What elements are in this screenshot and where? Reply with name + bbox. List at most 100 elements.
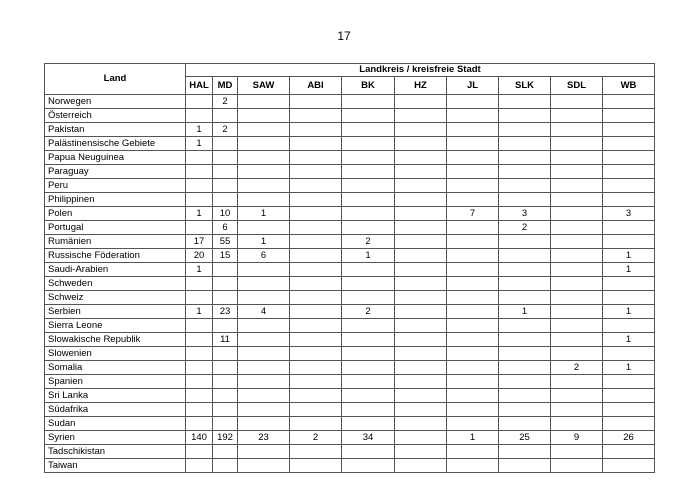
country-cell: Russische Föderation <box>44 248 186 263</box>
value-cell <box>212 290 238 305</box>
value-cell <box>498 458 551 473</box>
value-cell <box>550 178 603 193</box>
country-cell: Sudan <box>44 416 186 431</box>
value-cell <box>602 94 655 109</box>
value-cell <box>550 234 603 249</box>
value-cell <box>341 136 395 151</box>
column-header-md: MD <box>212 76 238 95</box>
table-row: Slowakische Republik 11 1 <box>44 332 655 347</box>
value-cell <box>289 178 342 193</box>
value-cell: 26 <box>602 430 655 445</box>
value-cell <box>237 262 290 277</box>
value-cell <box>602 402 655 417</box>
table-row: Norwegen 2 <box>44 94 655 109</box>
column-header-hal: HAL <box>185 76 213 95</box>
value-cell <box>237 150 290 165</box>
column-header-jl: JL <box>446 76 499 95</box>
value-cell <box>289 346 342 361</box>
value-cell <box>498 234 551 249</box>
table-row: Serbien 1 23 4 2 1 1 <box>44 304 655 319</box>
value-cell <box>394 122 447 137</box>
value-cell <box>212 192 238 207</box>
value-cell <box>550 164 603 179</box>
value-cell <box>341 150 395 165</box>
country-cell: Syrien <box>44 430 186 445</box>
value-cell: 1 <box>237 234 290 249</box>
value-cell <box>341 374 395 389</box>
value-cell <box>446 262 499 277</box>
value-cell <box>446 360 499 375</box>
value-cell <box>394 458 447 473</box>
value-cell <box>446 150 499 165</box>
value-cell <box>289 458 342 473</box>
column-header-wb: WB <box>602 76 655 95</box>
value-cell <box>237 360 290 375</box>
country-cell: Spanien <box>44 374 186 389</box>
group-header: Landkreis / kreisfreie Stadt <box>185 63 655 77</box>
value-cell <box>237 416 290 431</box>
value-cell: 192 <box>212 430 238 445</box>
value-cell <box>394 234 447 249</box>
country-cell: Sierra Leone <box>44 318 186 333</box>
column-header-hz: HZ <box>394 76 447 95</box>
value-cell <box>602 318 655 333</box>
value-cell <box>289 444 342 459</box>
table-row: Palästinensische Gebiete 1 <box>44 136 655 151</box>
table-row: Syrien 140 192 23 2 34 1 25 9 26 <box>44 430 655 445</box>
table-row: Sri Lanka <box>44 388 655 403</box>
country-district-table: Land Landkreis / kreisfreie Stadt HAL MD S… <box>44 63 655 473</box>
value-cell <box>394 164 447 179</box>
value-cell <box>498 94 551 109</box>
table-row: Schweiz <box>44 290 655 305</box>
value-cell <box>446 444 499 459</box>
value-cell <box>341 346 395 361</box>
value-cell <box>341 318 395 333</box>
value-cell <box>185 360 213 375</box>
value-cell <box>394 304 447 319</box>
value-cell <box>498 416 551 431</box>
value-cell <box>185 290 213 305</box>
value-cell <box>498 248 551 263</box>
column-header-sdl: SDL <box>550 76 603 95</box>
table-row: Schweden <box>44 276 655 291</box>
value-cell <box>289 388 342 403</box>
value-cell <box>446 290 499 305</box>
value-cell <box>212 276 238 291</box>
value-cell <box>446 94 499 109</box>
value-cell <box>289 262 342 277</box>
value-cell: 3 <box>602 206 655 221</box>
value-cell <box>550 290 603 305</box>
value-cell: 1 <box>602 248 655 263</box>
country-cell: Saudi-Arabien <box>44 262 186 277</box>
value-cell <box>237 108 290 123</box>
value-cell <box>446 402 499 417</box>
value-cell <box>550 318 603 333</box>
value-cell <box>185 318 213 333</box>
value-cell <box>341 206 395 221</box>
value-cell: 1 <box>185 262 213 277</box>
value-cell <box>446 416 499 431</box>
value-cell <box>341 164 395 179</box>
value-cell <box>394 94 447 109</box>
value-cell <box>289 248 342 263</box>
value-cell: 15 <box>212 248 238 263</box>
country-cell: Slowakische Republik <box>44 332 186 347</box>
value-cell <box>289 304 342 319</box>
value-cell: 34 <box>341 430 395 445</box>
value-cell <box>237 178 290 193</box>
value-cell <box>341 290 395 305</box>
value-cell <box>446 346 499 361</box>
value-cell <box>498 290 551 305</box>
value-cell <box>212 402 238 417</box>
value-cell <box>602 164 655 179</box>
value-cell <box>394 150 447 165</box>
value-cell <box>550 220 603 235</box>
value-cell: 6 <box>212 220 238 235</box>
column-header-bk: BK <box>341 76 395 95</box>
value-cell <box>341 276 395 291</box>
country-cell: Schweiz <box>44 290 186 305</box>
value-cell <box>602 276 655 291</box>
value-cell <box>394 332 447 347</box>
value-cell <box>289 318 342 333</box>
value-cell <box>394 108 447 123</box>
